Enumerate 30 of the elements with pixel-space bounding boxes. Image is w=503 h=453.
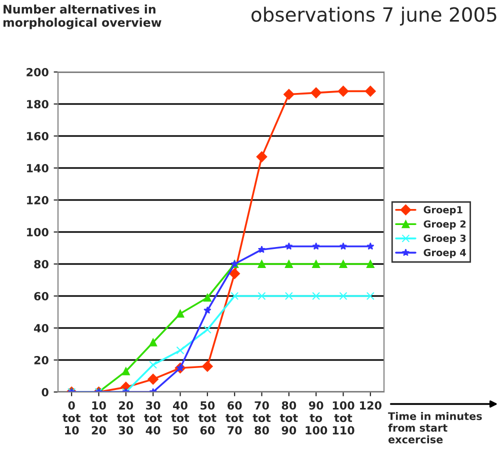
y-tick-label: 180: [27, 100, 48, 108]
x-tick-label: 90 to 100: [306, 401, 328, 435]
legend-label: Groep 4: [424, 248, 466, 258]
y-tick-label: 0: [42, 388, 48, 396]
y-tick-label: 20: [34, 356, 48, 364]
y-tick-label: 160: [27, 132, 48, 140]
legend-label: Groep 2: [424, 220, 466, 230]
x-tick-label: 50 tot 60: [198, 401, 216, 435]
x-tick-label: 40 tot 50: [171, 401, 190, 435]
x-tick-label: 30 tot 40: [144, 401, 162, 435]
y-tick-label: 140: [27, 164, 48, 172]
x-tick-label: 10 tot 20: [90, 401, 108, 435]
x-tick-label: 100 tot 110: [332, 401, 354, 435]
legend-label: Groep1: [424, 206, 462, 216]
y-tick-label: 40: [34, 324, 48, 332]
y-tick-label: 200: [26, 68, 48, 76]
x-axis-title: Time in minutes from start excercise: [388, 412, 482, 444]
x-tick-label: 60 tot 70: [226, 401, 244, 435]
chart-title: observations 7 june 2005: [252, 6, 496, 26]
y-tick-label: 100: [27, 228, 48, 236]
legend-label: Groep 3: [424, 234, 466, 244]
x-tick-label: 0 tot 10: [62, 401, 80, 435]
y-tick-label: 60: [34, 292, 48, 300]
x-tick-label: 70 tot 80: [252, 401, 271, 435]
y-axis-title: Number alternatives in morphological overview: [3, 4, 162, 30]
y-tick-label: 120: [27, 196, 48, 204]
x-tick-label: 120: [360, 401, 382, 410]
x-tick-label: 80 tot 90: [280, 401, 298, 435]
x-tick-label: 20 tot 30: [116, 401, 135, 435]
y-tick-label: 80: [34, 260, 48, 268]
